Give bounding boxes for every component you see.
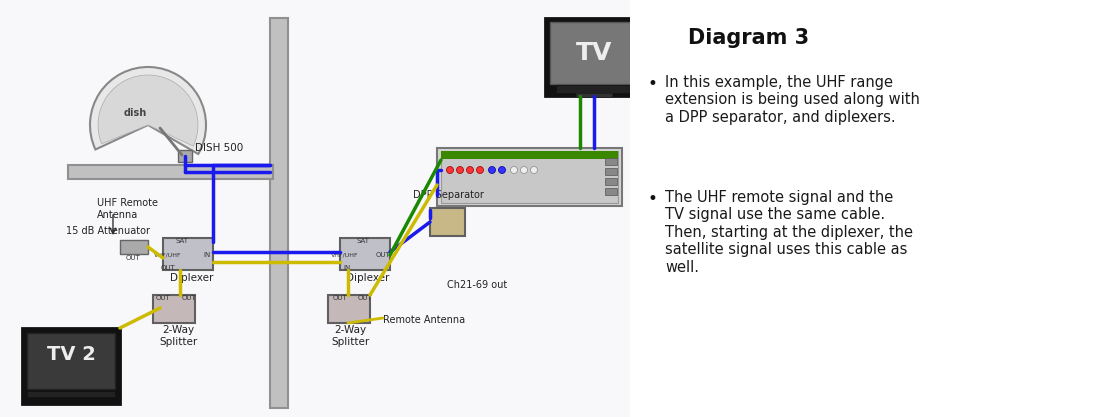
Text: •: • xyxy=(648,75,658,93)
Bar xyxy=(606,188,617,195)
Text: The UHF remote signal and the
TV signal use the same cable.
Then, starting at th: The UHF remote signal and the TV signal … xyxy=(665,190,913,275)
Bar xyxy=(22,328,120,404)
Text: Diplexer: Diplexer xyxy=(346,273,389,283)
Circle shape xyxy=(447,166,454,173)
Text: Ch21-69 out: Ch21-69 out xyxy=(447,280,507,290)
Bar xyxy=(437,148,622,206)
Text: OUT: OUT xyxy=(333,295,347,301)
Bar xyxy=(550,22,638,84)
Text: OUT: OUT xyxy=(125,255,141,261)
Text: OUT: OUT xyxy=(357,295,373,301)
Circle shape xyxy=(457,166,464,173)
Text: Remote Antenna: Remote Antenna xyxy=(383,315,465,325)
Bar xyxy=(556,85,632,93)
Bar xyxy=(179,150,192,162)
Text: DPP Separator: DPP Separator xyxy=(413,190,484,200)
Text: IN: IN xyxy=(344,265,350,271)
Text: DISH 500: DISH 500 xyxy=(195,143,243,153)
Text: 2-Way
Splitter: 2-Way Splitter xyxy=(159,325,197,347)
Text: UHF Remote
Antenna: UHF Remote Antenna xyxy=(96,198,157,220)
Bar xyxy=(430,208,465,236)
Text: dish: dish xyxy=(123,108,146,118)
Bar xyxy=(328,295,370,323)
Bar xyxy=(340,238,390,270)
Bar xyxy=(630,0,1109,417)
Bar xyxy=(163,238,213,270)
Text: •: • xyxy=(648,190,658,208)
Wedge shape xyxy=(98,75,199,146)
Circle shape xyxy=(477,166,484,173)
Bar xyxy=(606,158,617,165)
Text: In this example, the UHF range
extension is being used along with
a DPP separato: In this example, the UHF range extension… xyxy=(665,75,919,125)
Bar xyxy=(545,18,643,96)
Text: OUT: OUT xyxy=(182,295,196,301)
Text: 2-Way
Splitter: 2-Way Splitter xyxy=(330,325,369,347)
Bar xyxy=(606,168,617,175)
Text: IN: IN xyxy=(203,252,211,258)
Circle shape xyxy=(467,166,474,173)
Bar xyxy=(68,165,273,179)
Circle shape xyxy=(510,166,518,173)
Text: 15 dB Attenuator: 15 dB Attenuator xyxy=(67,226,150,236)
Circle shape xyxy=(488,166,496,173)
Bar xyxy=(120,240,147,254)
Text: TV: TV xyxy=(576,41,612,65)
Circle shape xyxy=(520,166,528,173)
Text: Diplexer: Diplexer xyxy=(171,273,214,283)
Bar xyxy=(27,333,115,389)
Text: VHF/UHF: VHF/UHF xyxy=(154,253,182,258)
Circle shape xyxy=(530,166,538,173)
Bar xyxy=(441,151,618,203)
Text: OUT: OUT xyxy=(161,265,175,271)
Text: Diagram 3: Diagram 3 xyxy=(688,28,810,48)
Text: VHF/UHF: VHF/UHF xyxy=(332,253,359,258)
Circle shape xyxy=(499,166,506,173)
Text: OUT: OUT xyxy=(155,295,171,301)
Bar xyxy=(27,391,115,397)
Bar xyxy=(0,0,630,417)
Text: OUT: OUT xyxy=(376,252,390,258)
Text: TV 2: TV 2 xyxy=(47,346,95,364)
Text: SAT: SAT xyxy=(356,238,369,244)
Bar xyxy=(441,151,618,159)
Wedge shape xyxy=(90,67,206,154)
Bar xyxy=(606,178,617,185)
Bar xyxy=(153,295,195,323)
Bar xyxy=(576,93,612,97)
Bar xyxy=(269,18,288,408)
Circle shape xyxy=(0,0,80,80)
Text: SAT: SAT xyxy=(175,238,189,244)
